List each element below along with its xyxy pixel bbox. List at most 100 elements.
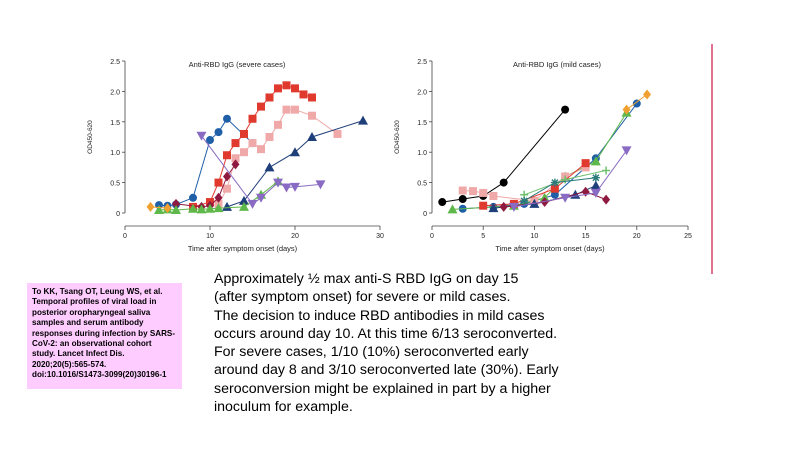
data-point [632, 99, 641, 108]
y-tick-label: 0 [116, 211, 120, 218]
chart-title: Anti-RBD IgG (mild cases) [513, 60, 601, 69]
divider-line [711, 44, 713, 274]
data-point [550, 190, 559, 199]
data-point [282, 81, 291, 90]
y-tick-label: 0.5 [417, 181, 427, 188]
data-point [499, 178, 508, 187]
data-point [213, 203, 224, 213]
data-point [239, 195, 249, 205]
data-point [622, 104, 631, 115]
data-point [561, 175, 570, 184]
x-axis-label: Time after symptom onset (days) [188, 244, 298, 253]
notes-line: inoculum for example. [214, 399, 353, 416]
data-point [256, 193, 266, 203]
series-line [626, 93, 648, 111]
data-point [223, 151, 231, 160]
data-point [248, 139, 257, 148]
data-point [154, 204, 164, 214]
data-point [333, 129, 342, 138]
data-point [196, 131, 207, 141]
y-tick-label: 1.0 [110, 150, 120, 157]
data-point [581, 163, 590, 172]
data-point [621, 146, 632, 156]
data-point [290, 147, 300, 157]
notes-text: Approximately ½ max anti-S RBD IgG on da… [214, 270, 574, 416]
x-tick-label: 15 [582, 233, 590, 240]
data-point [561, 105, 570, 114]
data-point [282, 105, 291, 114]
data-point [163, 203, 172, 214]
data-point [274, 120, 282, 129]
data-point [308, 111, 316, 120]
data-point [291, 105, 299, 114]
x-tick-label: 5 [481, 233, 485, 240]
data-point [273, 178, 283, 188]
data-point [231, 139, 240, 148]
y-tick-label: 2.0 [417, 89, 427, 96]
data-point [223, 114, 231, 123]
data-point [560, 193, 571, 203]
data-point [581, 159, 590, 168]
data-point [479, 201, 488, 210]
data-point [290, 182, 300, 192]
notes-line: For severe cases, 1/10 (10%) seroconvert… [214, 344, 529, 361]
data-point [468, 187, 477, 196]
x-tick-label: 0 [123, 233, 127, 240]
data-point [274, 84, 282, 93]
x-tick-label: 10 [531, 233, 539, 240]
data-point [188, 203, 198, 213]
notes-line: around day 8 and 3/10 seroconverted late… [214, 362, 559, 379]
data-point [171, 204, 181, 214]
y-tick-label: 0.5 [110, 181, 120, 188]
data-point [247, 199, 258, 209]
x-tick-label: 25 [684, 233, 692, 240]
data-point [540, 197, 549, 208]
data-point [299, 90, 308, 99]
data-point [447, 204, 458, 214]
data-point [438, 198, 447, 207]
data-point [205, 203, 215, 213]
data-point [591, 173, 600, 182]
y-tick-label: 2.5 [417, 59, 427, 66]
data-point [291, 84, 299, 93]
data-point [550, 178, 559, 187]
data-point [590, 180, 601, 190]
data-point [240, 148, 248, 157]
y-tick-label: 1.5 [417, 120, 427, 127]
data-point [257, 102, 265, 111]
notes-line: occurs around day 10. At this time 6/13 … [214, 325, 558, 342]
y-tick-label: 2.5 [110, 59, 120, 66]
data-point [214, 178, 223, 187]
data-point [307, 132, 317, 141]
notes-line: Approximately ½ max anti-S RBD IgG on da… [214, 271, 519, 287]
x-tick-label: 20 [291, 233, 299, 240]
data-point [550, 184, 559, 193]
data-point [508, 202, 519, 212]
data-point [240, 129, 248, 138]
data-point [643, 89, 652, 100]
data-point [214, 128, 223, 137]
data-point [223, 171, 231, 182]
data-point [222, 201, 232, 211]
data-point [488, 203, 499, 213]
data-point [206, 136, 214, 145]
data-point [479, 188, 488, 197]
y-tick-label: 0 [423, 211, 427, 218]
data-point [231, 154, 240, 163]
notes-line: seroconversion might be explained in par… [214, 380, 551, 397]
data-point [520, 196, 529, 205]
x-tick-label: 0 [430, 233, 434, 240]
x-axis-label: Time after symptom onset (days) [495, 244, 605, 253]
data-point [590, 188, 601, 198]
data-point [196, 204, 207, 214]
data-point [214, 192, 223, 203]
mild-chart: 0 0.5 1.0 1.5 2.0 2.5 0 5 10 15 20 25 Anti-RBD IgG (… [394, 59, 692, 253]
data-point [602, 194, 611, 205]
data-point [172, 198, 180, 209]
data-point [265, 93, 274, 102]
y-axis-label: OD450-620 [87, 120, 94, 154]
x-tick-label: 20 [633, 233, 641, 240]
notes-line: (after symptom onset) for severe or mild… [214, 289, 511, 306]
x-tick-label: 30 [376, 233, 384, 240]
data-point [281, 183, 292, 193]
